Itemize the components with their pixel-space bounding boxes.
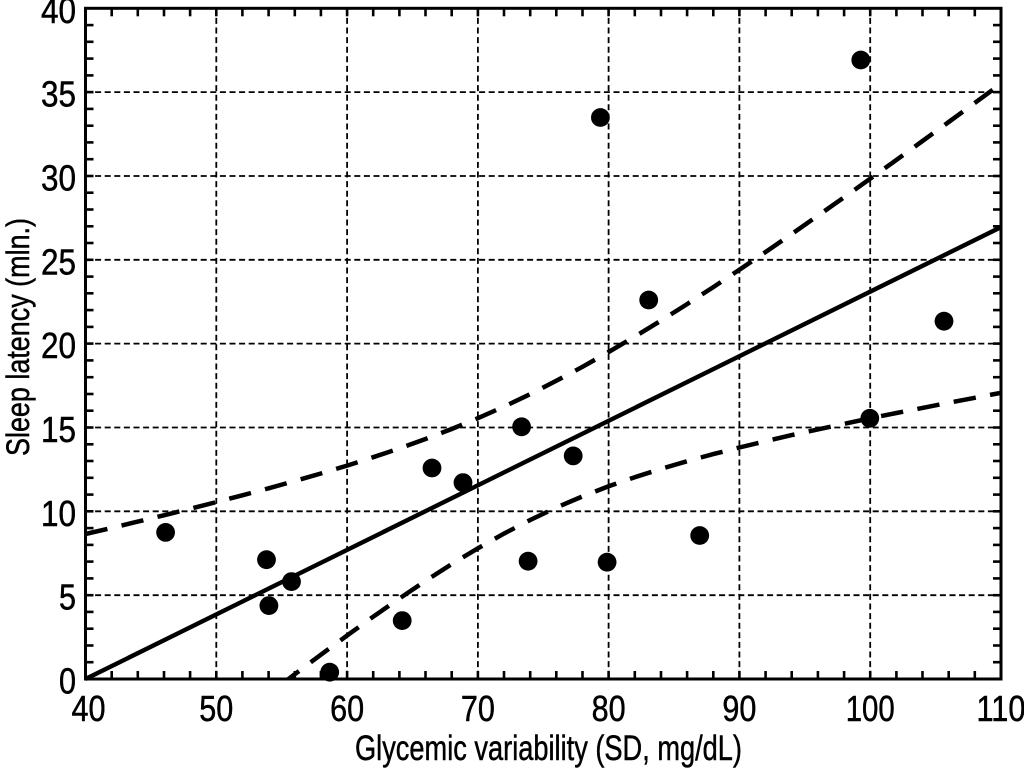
svg-text:0: 0: [59, 661, 76, 702]
svg-text:40: 40: [41, 0, 76, 31]
svg-text:90: 90: [722, 688, 756, 729]
svg-text:100: 100: [846, 688, 895, 729]
svg-text:15: 15: [41, 409, 76, 450]
svg-text:35: 35: [41, 74, 76, 115]
svg-text:10: 10: [41, 493, 76, 534]
svg-text:Glycemic variability (SD, mg/d: Glycemic variability (SD, mg/dL): [355, 728, 742, 768]
svg-text:30: 30: [41, 158, 76, 199]
svg-text:80: 80: [592, 688, 626, 729]
svg-text:25: 25: [41, 241, 76, 282]
svg-text:5: 5: [59, 577, 76, 618]
svg-text:110: 110: [977, 688, 1024, 729]
svg-text:20: 20: [41, 325, 76, 366]
svg-text:70: 70: [461, 688, 495, 729]
svg-text:Sleep latency (mln.): Sleep latency (mln.): [0, 218, 36, 456]
svg-text:60: 60: [330, 688, 364, 729]
svg-text:50: 50: [199, 688, 233, 729]
svg-text:40: 40: [72, 688, 106, 729]
